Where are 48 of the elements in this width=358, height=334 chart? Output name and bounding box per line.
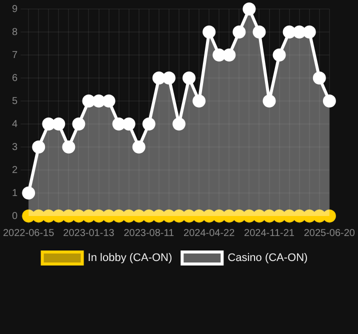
point [182, 72, 196, 84]
point [62, 140, 76, 154]
x-tick-label: 2025-06-20 [304, 228, 356, 239]
y-tick-label: 0 [12, 210, 18, 222]
x-tick-label: 2024-11-21 [244, 228, 295, 239]
point [32, 140, 46, 154]
x-tick-label: 2023-08-11 [124, 228, 175, 239]
y-tick-label: 3 [12, 142, 18, 153]
point [92, 94, 106, 108]
point [202, 26, 216, 38]
point [272, 48, 286, 62]
point [222, 48, 236, 62]
point [102, 94, 116, 108]
point [242, 2, 256, 16]
point [42, 118, 56, 130]
point [82, 94, 96, 108]
legend-label: In lobby (CA-ON) [88, 252, 172, 264]
point [142, 118, 156, 130]
point [312, 72, 326, 84]
point [322, 94, 336, 108]
y-tick-label: 9 [12, 4, 18, 15]
y-tick-label: 5 [12, 96, 18, 107]
legend-label: Casino (CA-ON) [228, 252, 308, 264]
y-tick-label: 6 [12, 72, 18, 84]
point [212, 48, 226, 62]
point [112, 118, 126, 130]
y-tick-label: 2 [12, 164, 18, 176]
point [162, 72, 176, 84]
point [302, 26, 316, 38]
y-tick-label: 4 [12, 118, 18, 130]
y-tick-label: 7 [12, 50, 18, 61]
point [282, 26, 296, 38]
point [232, 26, 246, 38]
point [262, 94, 276, 108]
point [72, 118, 86, 130]
point [252, 26, 266, 38]
point [172, 118, 186, 130]
point [122, 118, 136, 130]
y-tick-label: 8 [12, 26, 18, 38]
y-tick-label: 1 [12, 188, 18, 199]
point [52, 118, 66, 130]
point [192, 94, 206, 108]
point [152, 72, 166, 84]
x-tick-label: 2022-06-15 [3, 228, 55, 239]
x-tick-label: 2023-01-13 [63, 228, 115, 239]
x-tick-label: 2024-04-22 [184, 228, 236, 239]
point [292, 26, 306, 38]
point [132, 140, 146, 154]
